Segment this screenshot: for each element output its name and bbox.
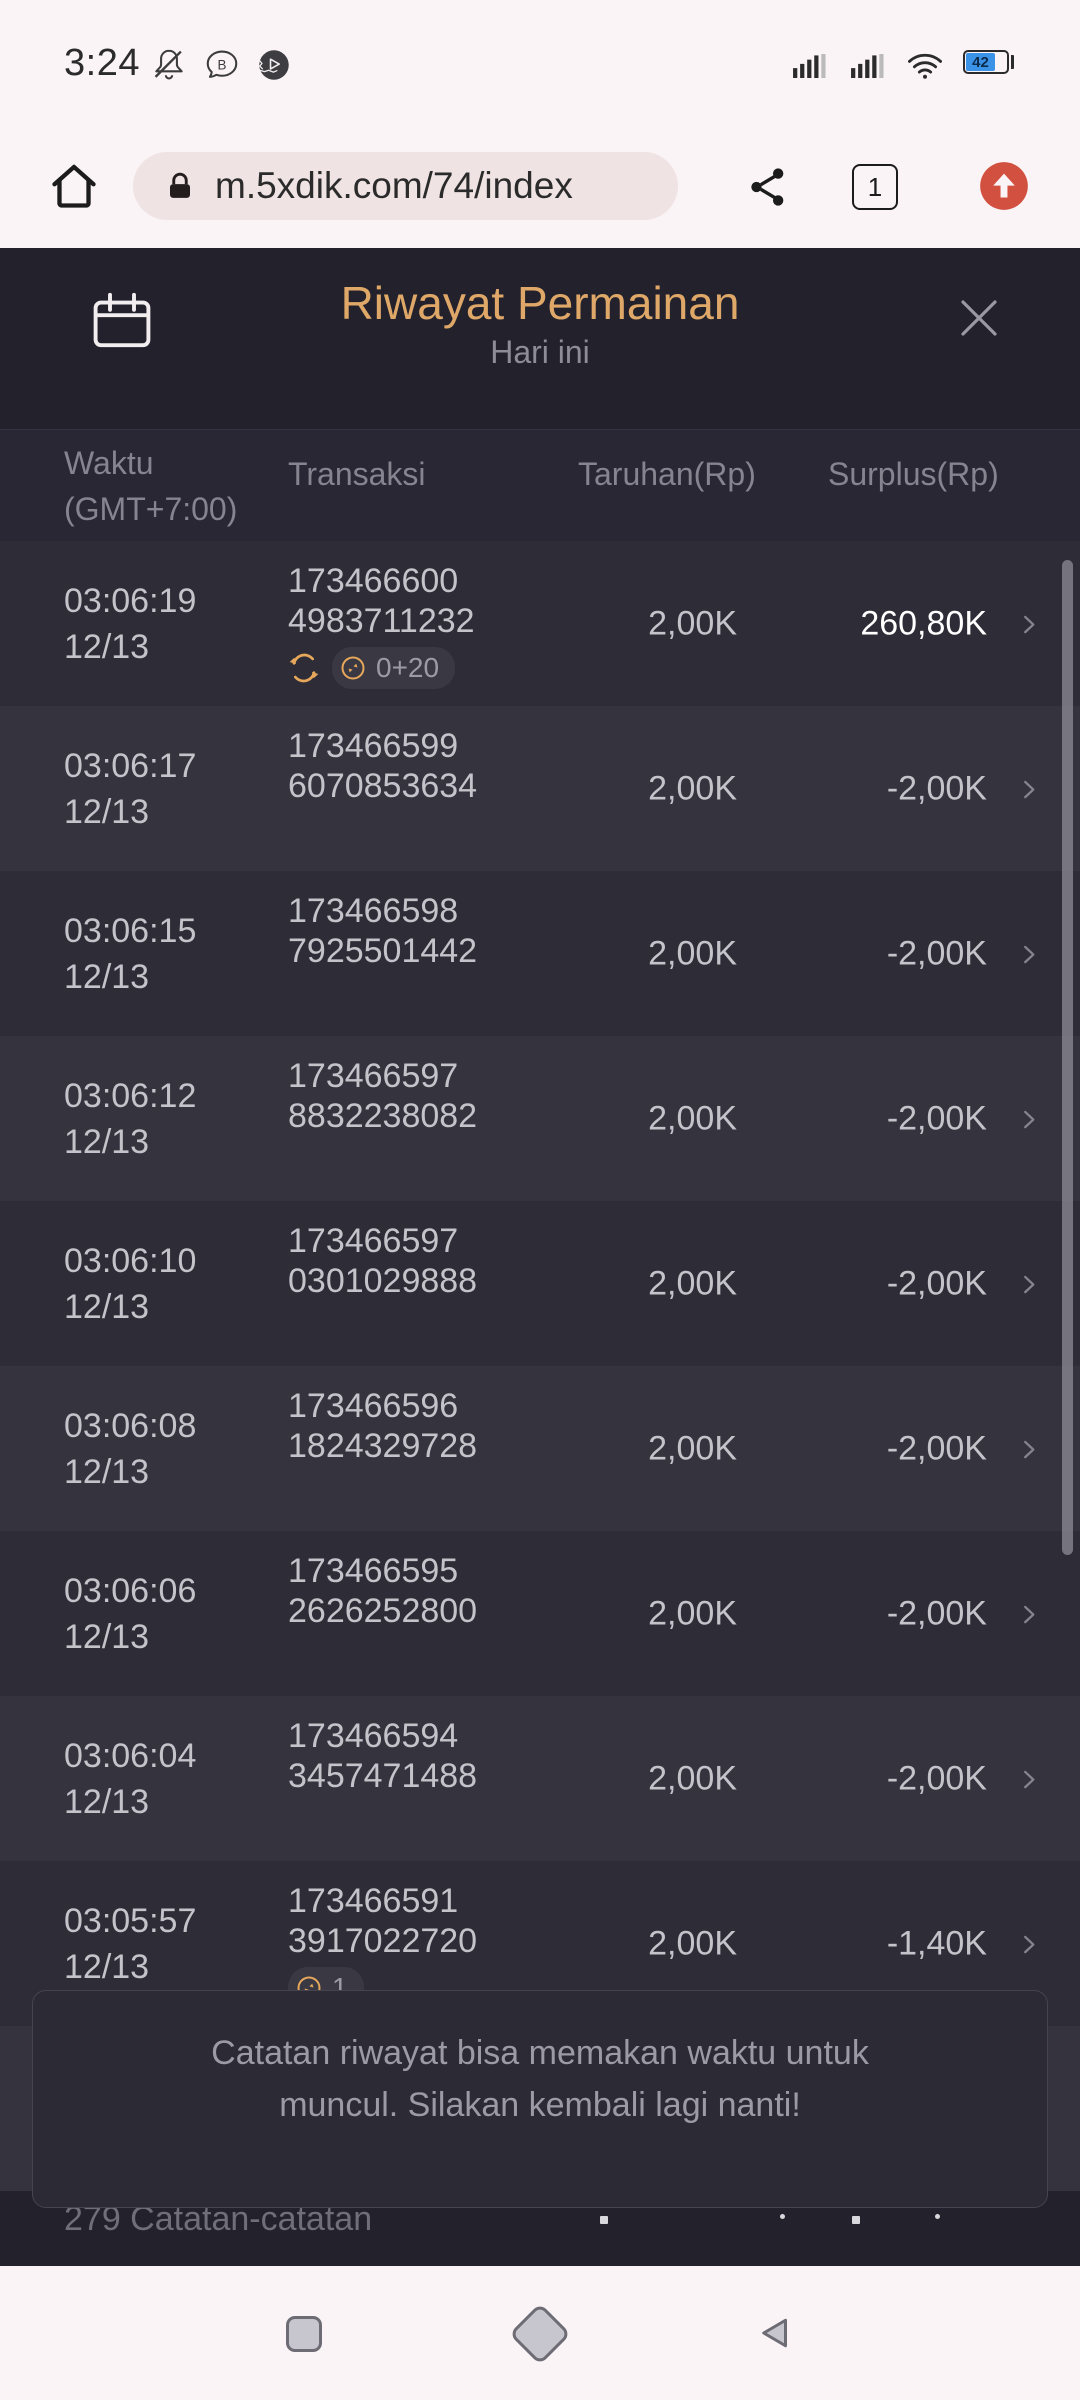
svg-text:B: B — [218, 57, 227, 72]
